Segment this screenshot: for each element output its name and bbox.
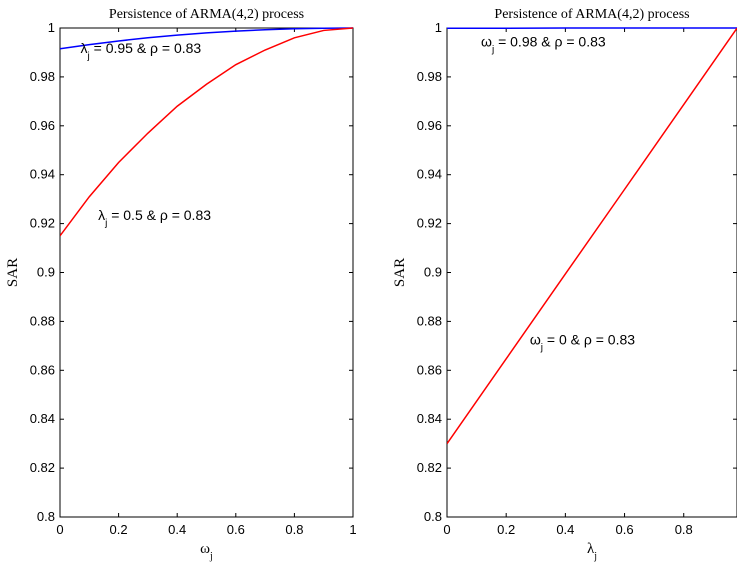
series-line-1 — [60, 27, 353, 50]
y-tick-label: 0.8 — [424, 509, 442, 524]
x-axis-label: ωj — [200, 541, 213, 562]
x-tick-label: 0.2 — [110, 522, 128, 537]
x-tick-label: 0.2 — [497, 522, 515, 537]
annotation-2: ωj = 0 & ρ = 0.83 — [530, 331, 635, 353]
x-tick-label: 0.6 — [227, 522, 245, 537]
annotation-1: ωj = 0.98 & ρ = 0.83 — [481, 34, 606, 56]
y-tick-label: 0.88 — [417, 313, 442, 328]
y-tick-label: 0.92 — [30, 216, 55, 231]
x-tick-label: 1 — [349, 522, 356, 537]
y-tick-label: 0.98 — [30, 69, 55, 84]
y-axis-label: SAR — [392, 258, 408, 287]
y-tick-label: 1 — [435, 20, 442, 35]
x-tick-label: 0.6 — [616, 522, 634, 537]
x-tick-label: 0.8 — [285, 522, 303, 537]
chart-left: Persistence of ARMA(4,2) process 0 0.2 0.4 0… — [5, 7, 357, 562]
series-line-2 — [60, 27, 353, 237]
y-tick-label: 0.82 — [30, 460, 55, 475]
series-line-2 — [447, 27, 737, 445]
annotation-1: λj = 0.95 & ρ = 0.83 — [81, 40, 202, 62]
chart-title: Persistence of ARMA(4,2) process — [494, 7, 689, 22]
y-tick-label: 0.9 — [37, 265, 55, 280]
y-tick-label: 1 — [48, 20, 55, 35]
y-tick-label: 0.98 — [417, 69, 442, 84]
annotation-2: λj = 0.5 & ρ = 0.83 — [98, 207, 211, 229]
x-tick-label: 0 — [443, 522, 450, 537]
x-tick-label: 0.4 — [168, 522, 186, 537]
chart-right: Persistence of ARMA(4,2) process 0 0.2 0.4 0… — [392, 7, 737, 562]
y-tick-label: 0.96 — [417, 118, 442, 133]
y-tick-label: 0.86 — [30, 362, 55, 377]
x-axis-label: λj — [587, 541, 597, 562]
y-axis-label: SAR — [5, 258, 21, 287]
plot-frame — [59, 27, 354, 518]
y-tick-label: 0.94 — [30, 167, 55, 182]
y-tick-label: 0.84 — [417, 411, 442, 426]
y-tick-label: 0.96 — [30, 118, 55, 133]
y-tick-label: 0.88 — [30, 313, 55, 328]
y-tick-label: 0.9 — [424, 265, 442, 280]
x-tick-label: 0.4 — [556, 522, 574, 537]
y-tick-label: 0.86 — [417, 362, 442, 377]
x-tick-label: 0 — [56, 522, 63, 537]
y-tick-label: 0.8 — [37, 509, 55, 524]
x-tick-label: 0.8 — [675, 522, 693, 537]
plot-frame — [446, 27, 737, 518]
chart-title: Persistence of ARMA(4,2) process — [109, 7, 304, 22]
y-tick-label: 0.92 — [417, 216, 442, 231]
y-tick-label: 0.84 — [30, 411, 55, 426]
y-tick-label: 0.94 — [417, 167, 442, 182]
y-tick-label: 0.82 — [417, 460, 442, 475]
